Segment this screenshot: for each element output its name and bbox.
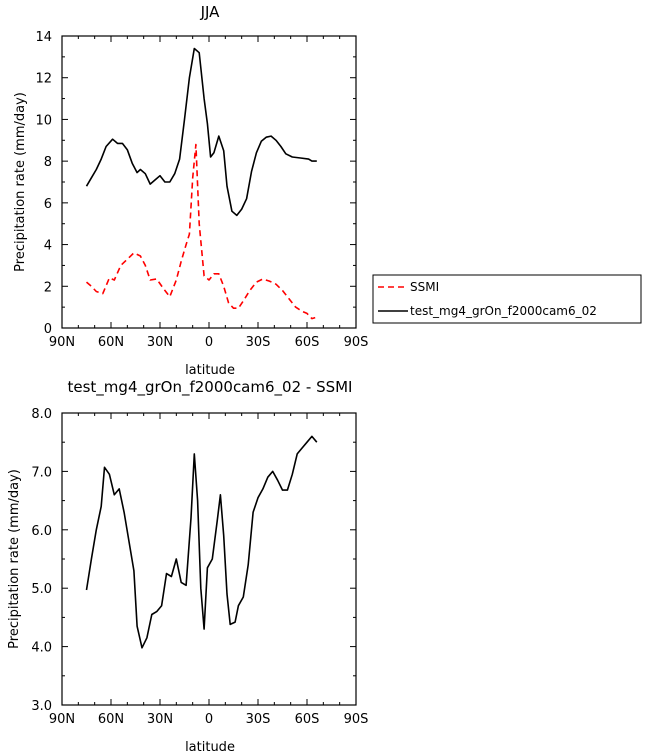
bottom-series-group xyxy=(85,435,318,649)
series-line-difference xyxy=(85,435,318,649)
y-tick-label: 5.0 xyxy=(31,582,52,597)
y-tick-label: 8.0 xyxy=(31,407,52,422)
y-tick-label: 8 xyxy=(44,155,52,170)
legend-label-ssmi: SSMI xyxy=(410,280,439,294)
x-tick-label: 90N xyxy=(49,335,75,350)
series-line-ssmi xyxy=(85,143,316,320)
y-axis-label: Precipitation rate (mm/day) xyxy=(7,469,22,649)
x-axis-label: latitude xyxy=(185,740,235,755)
x-tick-label: 90S xyxy=(344,335,369,350)
bottom-axes-ticks: 90N 60N 30N 0 30S 60S 90S 3.0 4.0 5.0 6.0 7.0 8.0 xyxy=(31,407,368,727)
y-tick-label: 10 xyxy=(35,113,52,128)
x-tick-label: 30S xyxy=(246,335,271,350)
y-tick-label: 6 xyxy=(44,197,52,212)
x-tick-label: 30N xyxy=(147,335,173,350)
y-tick-label: 0 xyxy=(44,322,52,337)
x-axis-label: latitude xyxy=(185,363,235,378)
y-tick-label: 4 xyxy=(44,239,52,254)
y-tick-label: 2 xyxy=(44,280,52,295)
y-tick-label: 3.0 xyxy=(31,699,52,714)
x-tick-label: 0 xyxy=(205,712,213,727)
x-tick-label: 30S xyxy=(246,712,271,727)
x-tick-label: 60S xyxy=(295,712,320,727)
legend: SSMI test_mg4_grOn_f2000cam6_02 xyxy=(372,274,642,324)
y-tick-label: 14 xyxy=(35,30,52,45)
legend-box xyxy=(372,274,642,324)
plot-frame xyxy=(61,412,357,706)
y-tick-label: 4.0 xyxy=(31,641,52,656)
y-tick-label: 7.0 xyxy=(31,465,52,480)
x-tick-label: 90S xyxy=(344,712,369,727)
legend-label-model: test_mg4_grOn_f2000cam6_02 xyxy=(410,304,597,318)
bottom-panel: test_mg4_grOn_f2000cam6_02 - SSMI 90N 60N… xyxy=(7,378,368,755)
series-line-test-mg4-gron-f2000cam6-02 xyxy=(85,47,317,217)
x-tick-label: 30N xyxy=(147,712,173,727)
y-tick-label: 12 xyxy=(35,72,52,87)
x-tick-label: 90N xyxy=(49,712,75,727)
top-axes-ticks: 90N 60N 30N 0 30S 60S 90S 0 2 4 6 8 10 12 14 xyxy=(35,30,368,350)
y-tick-label: 6.0 xyxy=(31,524,52,539)
x-tick-label: 60N xyxy=(98,712,124,727)
y-axis-label: Precipitation rate (mm/day) xyxy=(13,92,28,272)
x-tick-label: 60S xyxy=(295,335,320,350)
x-tick-label: 0 xyxy=(205,335,213,350)
chart-title: JJA xyxy=(200,3,221,21)
difference-chart-title: test_mg4_grOn_f2000cam6_02 - SSMI xyxy=(68,378,353,397)
x-tick-label: 60N xyxy=(98,335,124,350)
top-series-group xyxy=(85,47,317,320)
top-panel: JJA 90N 60N 30N 0 30S 60S 90S 0 2 4 6 8 10 12 14 latit… xyxy=(13,3,368,378)
